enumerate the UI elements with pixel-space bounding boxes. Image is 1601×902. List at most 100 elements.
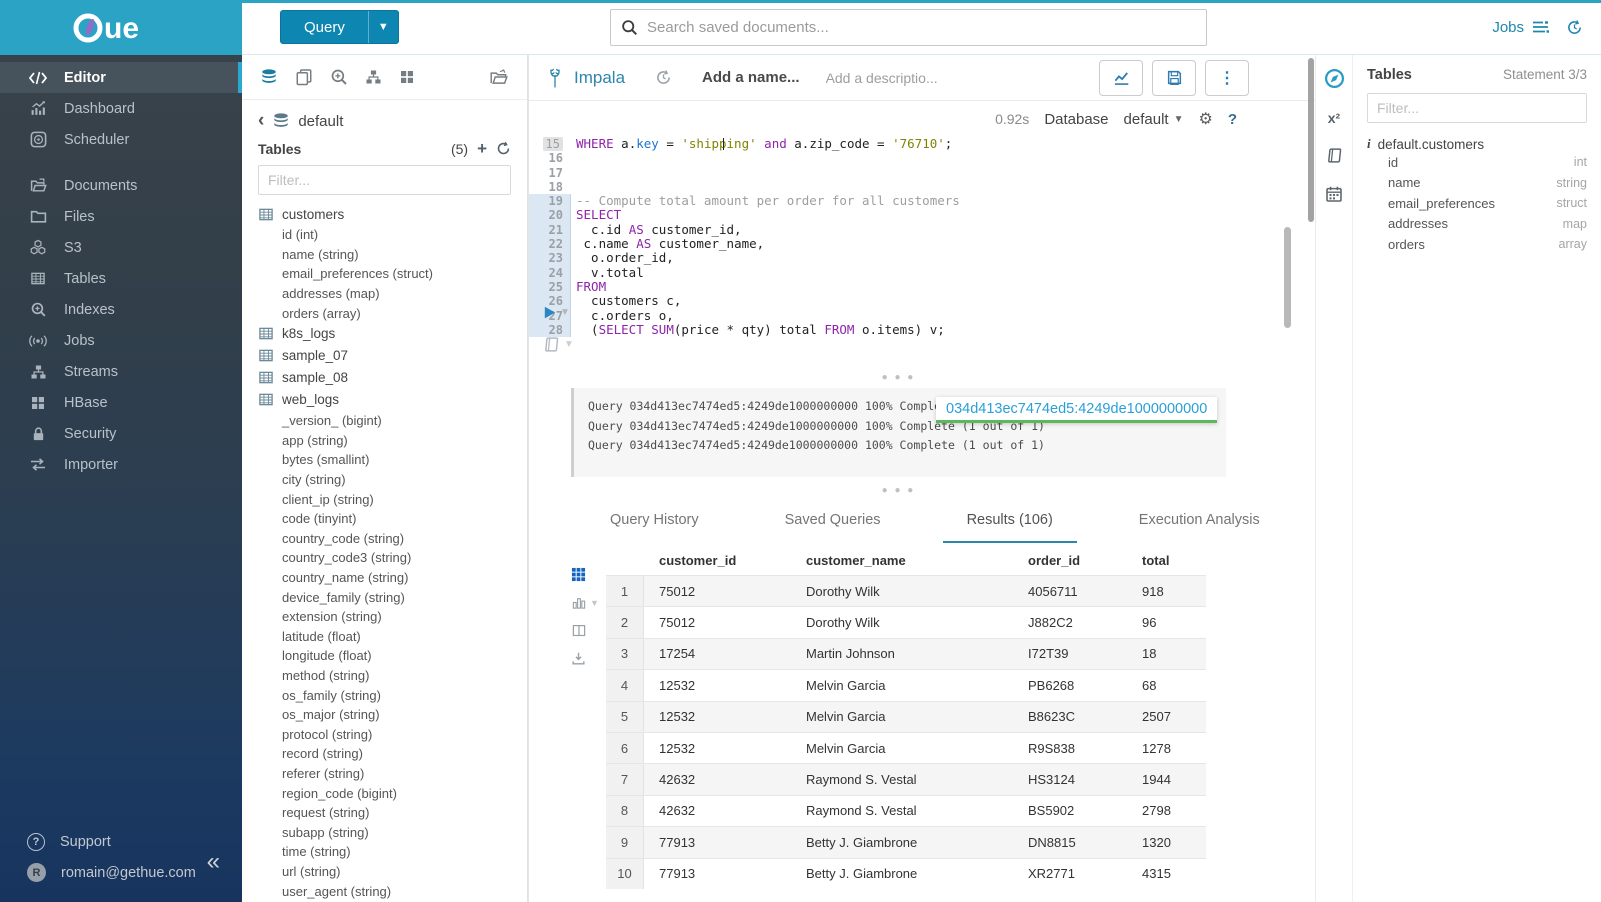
column-row[interactable]: city (string) [258, 470, 511, 490]
sidebar-item-tables[interactable]: Tables [0, 263, 242, 294]
column-row[interactable]: subapp (string) [258, 822, 511, 842]
new-query-button[interactable]: Query ▼ [280, 10, 399, 44]
sidebar-item-dashboard[interactable]: Dashboard [0, 93, 242, 124]
jobs-link[interactable]: Jobs [1492, 19, 1550, 36]
table-row[interactable]: 5 12532 Melvin Garcia B8623C 2507 [606, 700, 1206, 732]
column-row[interactable]: longitude (float) [258, 646, 511, 666]
log-resize-handle[interactable]: ● ● ● [881, 372, 916, 383]
sidebar-item-support[interactable]: ? Support [27, 826, 242, 857]
tables-filter-input[interactable] [258, 165, 511, 195]
main-scrollbar[interactable] [1308, 58, 1314, 222]
column-row[interactable]: client_ip (string) [258, 489, 511, 509]
column-row[interactable]: latitude (float) [258, 627, 511, 647]
chart-view-button[interactable]: ▼ [571, 595, 599, 610]
table-row[interactable]: 8 42632 Raymond S. Vestal BS5902 2798 [606, 794, 1206, 827]
database-selector[interactable]: default ▼ [1124, 111, 1184, 128]
indexes-assist-icon[interactable] [330, 68, 348, 86]
sql-assist-icon[interactable] [260, 68, 278, 86]
query-description-field[interactable]: Add a descriptio... [825, 69, 938, 86]
sidebar-item-hbase[interactable]: HBase [0, 387, 242, 418]
right-filter-input[interactable] [1367, 93, 1587, 123]
column-row-addresses[interactable]: addresses map [1367, 214, 1587, 235]
query-id-tooltip-link[interactable]: 034d413ec7474ed5:4249de1000000000 [936, 397, 1218, 423]
sidebar-item-security[interactable]: Security [0, 418, 242, 449]
chart-button[interactable] [1099, 59, 1143, 96]
sidebar-item-editor[interactable]: Editor [0, 62, 242, 93]
query-dropdown-caret[interactable]: ▼ [367, 11, 398, 43]
column-row-orders[interactable]: orders array [1367, 234, 1587, 255]
language-reference-icon[interactable] [1325, 147, 1344, 164]
column-row[interactable]: app (string) [258, 431, 511, 451]
editor-scrollbar[interactable] [1284, 227, 1291, 328]
results-resize-handle[interactable]: ● ● ● [881, 485, 916, 496]
hbase-assist-icon[interactable] [399, 69, 415, 85]
columns-button[interactable] [571, 623, 587, 638]
column-row[interactable]: email_preferences (struct) [258, 264, 511, 284]
column-row[interactable]: name (string) [258, 245, 511, 265]
save-button[interactable] [1152, 59, 1196, 96]
sidebar-item-files[interactable]: Files [0, 201, 242, 232]
table-row[interactable]: 3 17254 Martin Johnson I72T39 18 [606, 637, 1206, 670]
column-row[interactable]: _version_ (bigint) [258, 411, 511, 431]
table-row[interactable]: 7 42632 Raymond S. Vestal HS3124 1944 [606, 763, 1206, 795]
table-row[interactable]: 10 77913 Betty J. Giambrone XR2771 4315 [606, 857, 1206, 889]
sidebar-item-user[interactable]: R romain@gethue.com [27, 857, 242, 888]
sidebar-item-importer[interactable]: Importer [0, 449, 242, 480]
hue-logo[interactable]: ue [0, 0, 242, 55]
back-chevron-icon[interactable]: ‹ [258, 110, 265, 131]
sidebar-item-jobs[interactable]: Jobs [0, 325, 242, 356]
assist-compass-icon[interactable] [1324, 68, 1345, 89]
refresh-tables-icon[interactable] [496, 141, 511, 156]
sidebar-item-documents[interactable]: Documents [0, 170, 242, 201]
documents-assist-icon[interactable] [295, 68, 313, 86]
schedule-icon[interactable] [1325, 185, 1343, 203]
search-input[interactable] [647, 19, 1196, 36]
column-row-id[interactable]: id int [1367, 152, 1587, 173]
sidebar-item-streams[interactable]: Streams [0, 356, 242, 387]
explain-button[interactable]: ▼ [542, 336, 574, 353]
streams-assist-icon[interactable] [365, 69, 382, 85]
table-row-k8s_logs[interactable]: k8s_logs [258, 323, 511, 345]
sidebar-item-s3[interactable]: S3 [0, 232, 242, 263]
column-row[interactable]: os_major (string) [258, 705, 511, 725]
tab-saved-queries[interactable]: Saved Queries [784, 512, 881, 528]
tab-results-106-[interactable]: Results (106) [942, 503, 1077, 543]
run-options-caret[interactable]: ▼ [560, 307, 570, 318]
database-breadcrumb[interactable]: ‹ default [258, 110, 511, 131]
column-row[interactable]: os_family (string) [258, 685, 511, 705]
column-row[interactable]: extension (string) [258, 607, 511, 627]
help-question-icon[interactable]: ? [1227, 110, 1237, 128]
tab-execution-analysis[interactable]: Execution Analysis [1138, 512, 1260, 528]
column-row[interactable]: id (int) [258, 225, 511, 245]
grid-view-button[interactable] [571, 567, 586, 582]
column-row-name[interactable]: name string [1367, 173, 1587, 194]
column-row[interactable]: protocol (string) [258, 724, 511, 744]
run-query-button[interactable]: ▼ [542, 305, 570, 320]
column-row[interactable]: url (string) [258, 862, 511, 882]
sidebar-item-scheduler[interactable]: Scheduler [0, 124, 242, 155]
settings-gear-icon[interactable]: ⚙ [1198, 111, 1213, 128]
table-row-customers[interactable]: customers [258, 203, 511, 225]
table-row[interactable]: 9 77913 Betty J. Giambrone DN8815 1320 [606, 826, 1206, 858]
column-row[interactable]: country_code (string) [258, 529, 511, 549]
more-actions-button[interactable]: ⋮ [1205, 59, 1249, 96]
table-row[interactable]: 4 12532 Melvin Garcia PB6268 68 [606, 669, 1206, 701]
column-row[interactable]: device_family (string) [258, 587, 511, 607]
column-row[interactable]: record (string) [258, 744, 511, 764]
query-name-field[interactable]: Add a name... [702, 69, 800, 86]
functions-icon[interactable]: x² [1327, 110, 1341, 126]
sidebar-collapse-button[interactable]: « [206, 848, 220, 875]
snippet-history-icon[interactable] [655, 69, 672, 86]
column-row[interactable]: time (string) [258, 842, 511, 862]
explain-options-caret[interactable]: ▼ [564, 339, 574, 350]
column-row[interactable]: country_code3 (string) [258, 548, 511, 568]
column-row[interactable]: bytes (smallint) [258, 450, 511, 470]
sidebar-item-indexes[interactable]: Indexes [0, 294, 242, 325]
table-row[interactable]: 1 75012 Dorothy Wilk 4056711 918 [606, 575, 1206, 607]
table-row-web_logs[interactable]: web_logs [258, 389, 511, 411]
column-row[interactable]: region_code (bigint) [258, 783, 511, 803]
column-row[interactable]: country_name (string) [258, 568, 511, 588]
query-history-icon[interactable] [1566, 19, 1583, 36]
table-row-sample_08[interactable]: sample_08 [258, 367, 511, 389]
column-row[interactable]: user_agent (string) [258, 881, 511, 900]
